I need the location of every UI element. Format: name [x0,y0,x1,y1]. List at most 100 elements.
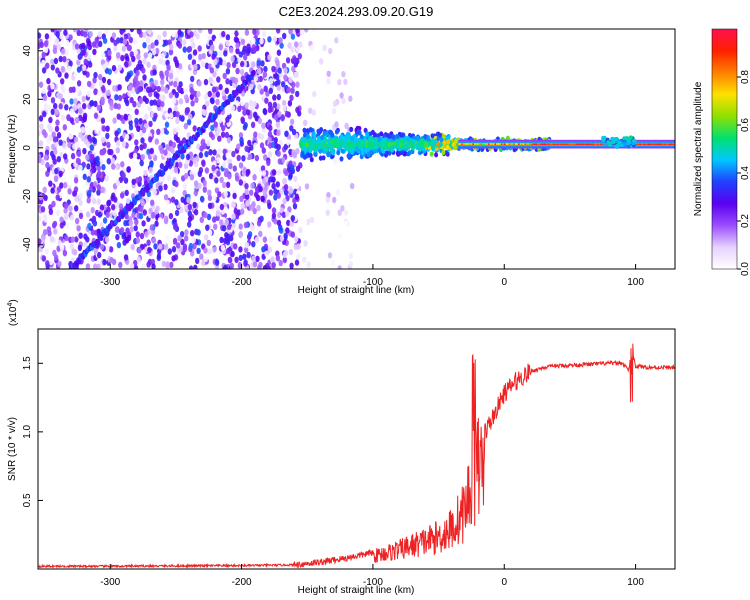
heatmap-cell [176,187,181,194]
heatmap-cell [614,145,619,149]
heatmap-cell [275,121,280,128]
heatmap-cell [145,36,151,44]
heatmap-cell [280,115,285,122]
heatmap-cell [302,256,307,263]
heatmap-cell [50,29,55,33]
heatmap-cell [60,114,66,121]
heatmap-cell [397,151,402,157]
heatmap-cell [111,32,117,39]
heatmap-cell [50,143,56,151]
heatmap-cell [208,229,213,236]
heatmap-cell [170,167,175,175]
carrier-core [524,143,527,145]
heatmap-cell [267,221,272,228]
heatmap-cell [276,150,281,157]
heatmap-cell [337,209,342,216]
heatmap-cell [126,72,132,80]
heatmap-cell [276,103,281,110]
heatmap-cell [136,125,141,132]
heatmap-cell [242,124,248,131]
carrier-core [582,143,585,145]
heatmap-cell [96,170,102,178]
heatmap-cell [288,148,293,156]
heatmap-cell [289,118,295,126]
heatmap-cell [213,121,218,128]
carrier-core [541,143,544,145]
heatmap-cell [146,86,151,94]
heatmap-cell [135,70,140,77]
heatmap-cell [53,228,58,235]
heatmap-cell [102,63,107,70]
heatmap-cell [173,81,178,88]
snr-xtick-label: -200 [232,577,252,588]
heatmap-cell [273,188,278,195]
heatmap-cell [60,65,65,73]
heatmap-cell [322,138,327,144]
heatmap-cell [168,49,174,56]
heatmap-cell [205,100,210,107]
heatmap-cell [271,65,276,73]
heatmap-cell [62,249,68,257]
heatmap-cell [438,142,443,148]
heatmap-cell [149,36,154,43]
heatmap-cell [290,87,295,94]
heatmap-cell [343,220,349,227]
heatmap-cell [285,210,290,217]
heatmap-cell [131,178,136,185]
heatmap-cell [143,169,148,177]
heatmap-cell [294,259,300,266]
carrier-core [644,143,646,145]
heatmap-cell [290,33,296,40]
heatmap-cell [142,58,147,65]
heatmap-cell [205,224,210,231]
heatmap-cell [117,64,123,71]
heatmap-cell [138,212,144,220]
heatmap-cell [106,141,111,149]
heatmap-cell [239,137,244,144]
heatmap-cell [96,238,101,245]
heatmap-cell [231,61,237,68]
heatmap-cell [130,243,135,251]
heatmap-cell [446,139,451,145]
heatmap-cell [222,148,227,155]
heatmap-cell [64,72,69,79]
heatmap-cell [304,142,309,148]
heatmap-cell [216,76,221,83]
heatmap-cell [138,206,143,213]
heatmap-cell [152,99,158,106]
heatmap-cell [126,166,131,173]
heatmap-cell [441,134,446,140]
heatmap-cell [213,112,218,119]
heatmap-cell [303,138,308,144]
heatmap-cell [286,86,291,94]
heatmap-cell [129,29,135,33]
heatmap-cell [257,264,262,269]
spectrogram-frame [37,28,676,270]
heatmap-cell [214,259,220,266]
heatmap-cell [188,265,194,269]
heatmap-cell [296,253,301,260]
heatmap-cell [139,131,144,138]
heatmap-cell [127,85,133,92]
heatmap-cell [226,247,231,255]
heatmap-cell [101,164,106,171]
heatmap-cell [391,144,396,150]
heatmap-cell [132,152,138,160]
spectrogram-xtick-label: 0 [501,277,507,288]
heatmap-cell [92,220,98,227]
heatmap-cell [119,37,124,44]
heatmap-cell [160,85,165,92]
carrier-core [530,143,533,145]
heatmap-cell [177,29,182,36]
heatmap-cell [382,133,387,139]
heatmap-cell [221,161,227,168]
heatmap-cell [139,144,144,151]
heatmap-cell [44,33,50,40]
heatmap-cell [339,34,345,41]
heatmap-cell [255,255,260,262]
heatmap-cell [267,36,272,43]
heatmap-cell [268,236,273,243]
heatmap-cell [237,29,242,34]
heatmap-cell [225,181,231,188]
heatmap-cell [82,147,87,155]
